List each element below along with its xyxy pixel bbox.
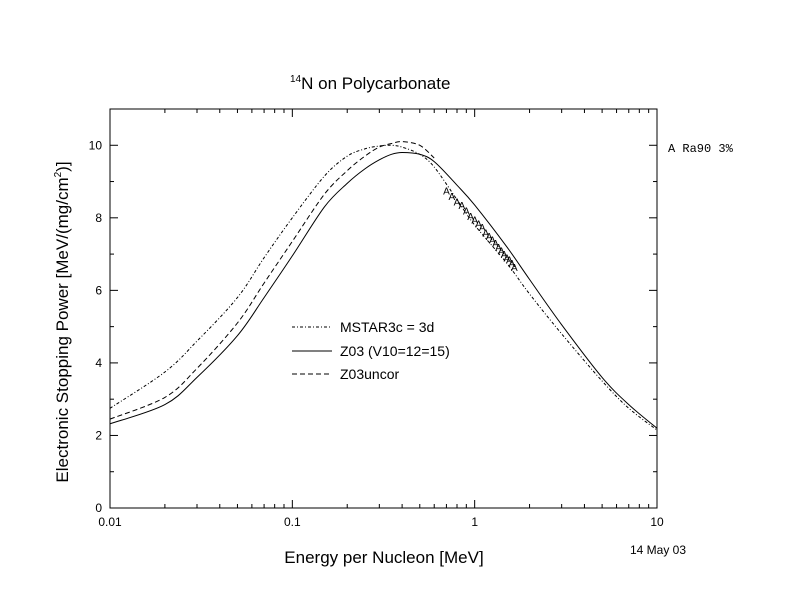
y-tick-label: 10 bbox=[89, 138, 103, 152]
chart-title: 14N on Polycarbonate bbox=[290, 74, 450, 93]
date-note: 14 May 03 bbox=[630, 543, 686, 557]
y-axis-label-superscript: 2 bbox=[53, 171, 64, 177]
x-axis-ticks: 0.01 0.1 1 10 bbox=[98, 109, 664, 529]
y-tick-label: 6 bbox=[95, 283, 102, 297]
data-point-marker: A bbox=[503, 254, 510, 265]
y-axis-label-main: Electronic Stopping Power [MeV/(mg/cm bbox=[53, 177, 72, 482]
y-axis-label: Electronic Stopping Power [MeV/(mg/cm2)] bbox=[53, 161, 72, 482]
data-point-marker: A bbox=[482, 228, 489, 239]
series-z03-line bbox=[109, 151, 658, 429]
legend-label-z03: Z03 (V10=12=15) bbox=[340, 343, 450, 359]
x-axis-label: Energy per Nucleon [MeV] bbox=[284, 548, 483, 567]
plot-frame bbox=[109, 108, 658, 509]
data-point-marker: A bbox=[498, 246, 505, 257]
legend-label-mstar: MSTAR3c = 3d bbox=[340, 319, 434, 335]
series-layer bbox=[109, 141, 658, 431]
data-point-marker: A bbox=[467, 212, 474, 223]
x-tick-label: 1 bbox=[471, 515, 478, 529]
y-tick-label: 8 bbox=[95, 211, 102, 225]
data-point-marker: A bbox=[443, 187, 450, 198]
data-point-marker: A bbox=[511, 263, 518, 274]
chart-title-text: N on Polycarbonate bbox=[301, 74, 450, 93]
data-point-marker: A bbox=[492, 239, 499, 250]
x-tick-label: 10 bbox=[650, 515, 664, 529]
data-point-marker: A bbox=[501, 250, 508, 261]
legend: MSTAR3c = 3d Z03 (V10=12=15) Z03uncor bbox=[292, 319, 450, 382]
data-point-marker: A bbox=[509, 259, 516, 270]
data-point-marker: A bbox=[489, 236, 496, 247]
chart-title-superscript: 14 bbox=[290, 74, 302, 85]
data-point-marker: A bbox=[475, 219, 482, 230]
data-point-marker: A bbox=[458, 201, 465, 212]
data-point-marker: A bbox=[479, 223, 486, 234]
series-z03uncor-line bbox=[109, 141, 435, 420]
legend-label-z03uncor: Z03uncor bbox=[340, 366, 399, 382]
data-point-marker: A bbox=[506, 256, 513, 267]
y-axis-label-tail: )] bbox=[53, 161, 72, 171]
data-point-marker: A bbox=[471, 216, 478, 227]
y-tick-label: 0 bbox=[95, 501, 102, 515]
data-point-marker: A bbox=[495, 243, 502, 254]
data-point-marker: A bbox=[486, 232, 493, 243]
data-point-marker: A bbox=[454, 197, 461, 208]
data-point-marker: A bbox=[463, 207, 470, 218]
y-tick-label: 2 bbox=[95, 428, 102, 442]
x-tick-label: 0.01 bbox=[98, 515, 122, 529]
series-mstar3c-line bbox=[109, 144, 658, 431]
y-tick-label: 4 bbox=[95, 356, 102, 370]
side-note: A Ra90 3% bbox=[668, 142, 734, 156]
y-axis-ticks: 0 2 4 6 8 10 bbox=[89, 138, 657, 515]
x-tick-label: 0.1 bbox=[284, 515, 301, 529]
data-point-marker: A bbox=[449, 192, 456, 203]
